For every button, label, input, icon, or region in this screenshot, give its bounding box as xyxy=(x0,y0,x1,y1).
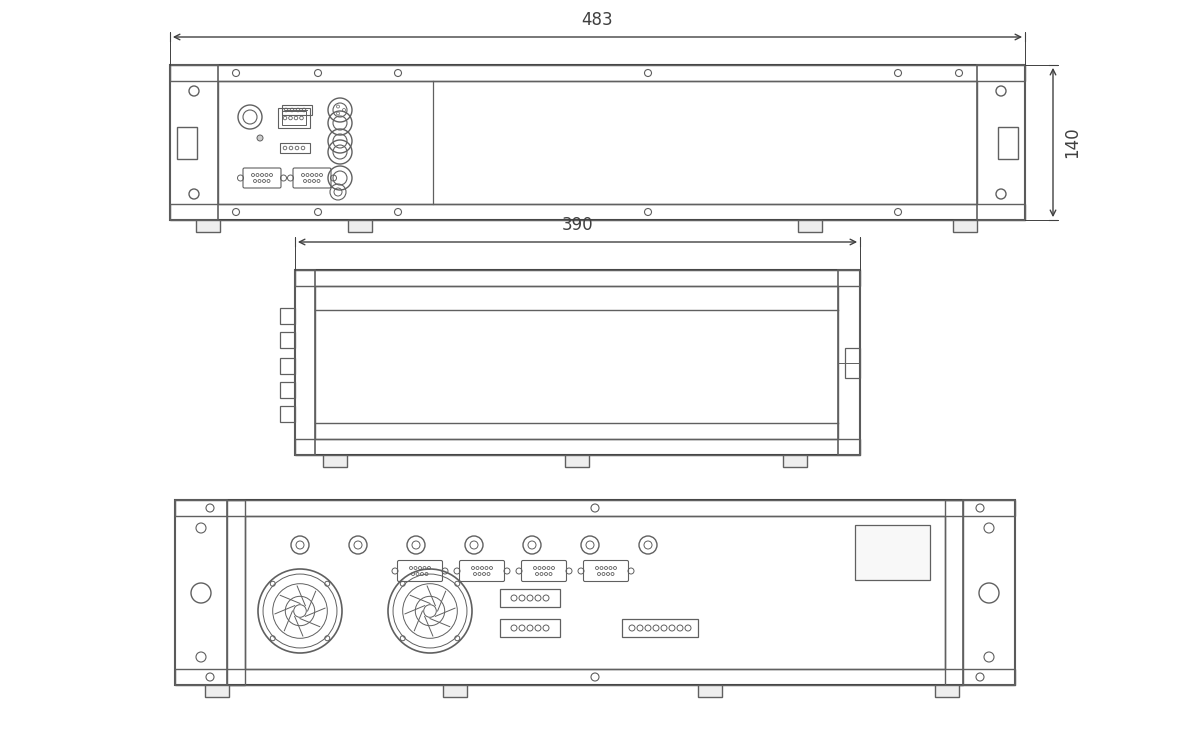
Bar xyxy=(698,685,722,697)
Bar xyxy=(295,270,860,286)
Bar xyxy=(205,685,229,697)
Bar xyxy=(998,127,1018,159)
Bar xyxy=(178,127,197,159)
Bar xyxy=(565,455,589,467)
Bar xyxy=(295,270,314,455)
Bar xyxy=(196,220,220,232)
Bar xyxy=(314,286,838,439)
Bar xyxy=(348,220,372,232)
Bar xyxy=(280,332,295,348)
Bar xyxy=(500,589,560,607)
Bar xyxy=(218,81,977,204)
Bar xyxy=(170,65,218,220)
Bar xyxy=(175,669,1015,685)
Bar xyxy=(175,500,227,685)
Bar xyxy=(784,455,808,467)
Bar xyxy=(245,516,946,669)
Bar xyxy=(175,500,1015,685)
Bar xyxy=(170,204,1025,220)
Bar xyxy=(295,270,860,455)
Bar xyxy=(935,685,959,697)
Circle shape xyxy=(257,135,263,141)
Text: 483: 483 xyxy=(582,11,613,29)
Bar xyxy=(170,65,1025,81)
Bar xyxy=(280,382,295,398)
Bar xyxy=(854,525,930,580)
Bar xyxy=(280,358,295,374)
Bar xyxy=(280,143,310,153)
Bar xyxy=(280,406,295,422)
Bar xyxy=(953,220,977,232)
Bar xyxy=(946,500,964,685)
Bar xyxy=(500,619,560,637)
Bar xyxy=(295,439,860,455)
Bar xyxy=(323,455,347,467)
Bar xyxy=(964,500,1015,685)
Bar xyxy=(170,65,1025,220)
Bar xyxy=(280,308,295,324)
Bar xyxy=(282,111,306,125)
Bar xyxy=(227,500,245,685)
Bar xyxy=(838,270,860,455)
Bar xyxy=(175,500,1015,516)
Bar xyxy=(278,108,310,128)
Bar xyxy=(622,619,698,637)
Bar xyxy=(798,220,822,232)
Bar xyxy=(282,105,312,115)
Bar xyxy=(977,65,1025,220)
Text: 390: 390 xyxy=(562,216,593,234)
Bar xyxy=(845,348,860,378)
Text: 140: 140 xyxy=(1063,127,1081,158)
Bar xyxy=(443,685,467,697)
